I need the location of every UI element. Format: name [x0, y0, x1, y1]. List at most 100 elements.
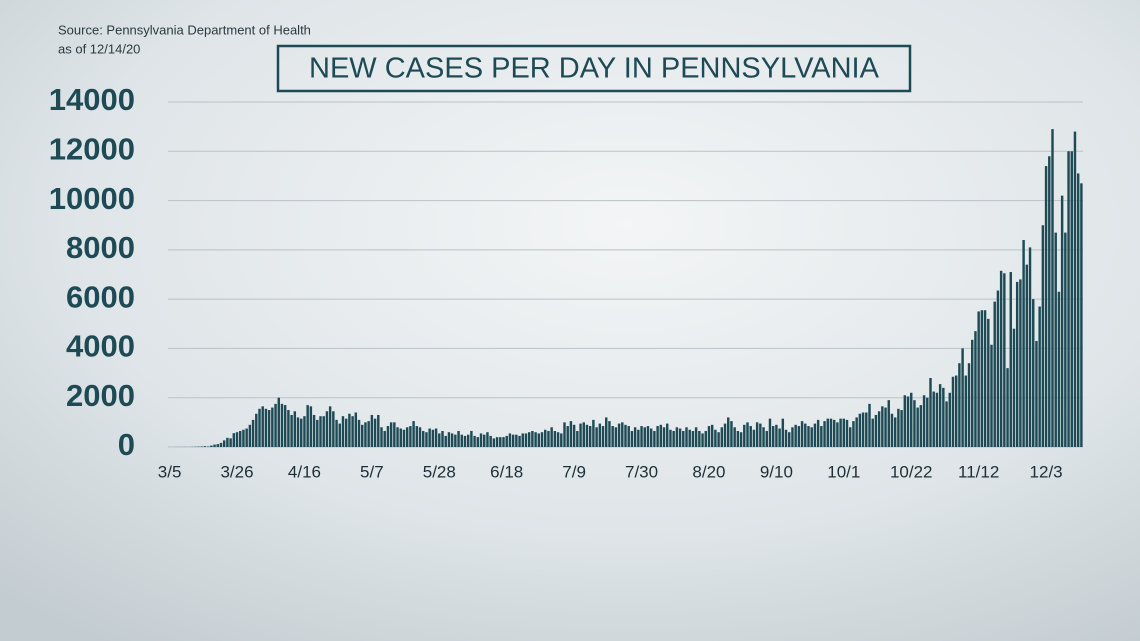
bar: [592, 419, 595, 447]
bar: [377, 414, 380, 447]
bar: [1025, 264, 1029, 447]
bar: [826, 418, 829, 447]
bar: [547, 430, 550, 447]
bar: [293, 411, 297, 447]
bar: [1073, 131, 1077, 448]
bar: [688, 429, 691, 447]
bar: [527, 432, 531, 447]
bar: [736, 430, 740, 447]
bar: [755, 422, 759, 447]
bar: [669, 429, 672, 447]
bar: [865, 412, 868, 447]
bar: [704, 430, 707, 447]
bar: [460, 434, 463, 447]
bar: [476, 437, 480, 447]
bar: [733, 427, 736, 447]
bar: [383, 430, 386, 447]
bar: [611, 426, 614, 447]
bar: [560, 433, 563, 447]
bar: [624, 424, 627, 447]
bar: [720, 427, 724, 447]
bar: [325, 411, 329, 447]
bar: [483, 434, 486, 447]
bar: [916, 407, 919, 447]
bar: [229, 438, 232, 447]
bar: [858, 413, 862, 447]
bar: [303, 416, 306, 447]
bar: [572, 424, 576, 447]
bar: [316, 419, 319, 447]
bar: [987, 318, 990, 447]
bar: [906, 396, 910, 447]
bar: [942, 387, 945, 447]
bar: [813, 423, 817, 447]
bar: [820, 426, 823, 447]
bar: [643, 427, 646, 447]
bar: [1028, 247, 1032, 447]
bar: [993, 301, 996, 447]
bar: [409, 426, 412, 447]
bar: [685, 427, 688, 447]
bar: [319, 416, 322, 447]
bar: [913, 400, 916, 447]
bar: [492, 438, 496, 447]
bar: [524, 433, 528, 447]
bar: [698, 430, 701, 447]
bar: [499, 437, 502, 447]
bar: [216, 444, 219, 447]
bar: [396, 427, 399, 447]
bar: [794, 424, 797, 447]
bar: [348, 413, 351, 447]
bar: [983, 310, 987, 447]
bar: [222, 440, 226, 447]
bar: [1019, 279, 1022, 447]
bar: [954, 375, 958, 447]
bar: [335, 419, 338, 447]
bar: [332, 411, 335, 447]
bar: [553, 430, 557, 447]
bar: [845, 419, 849, 447]
bar: [868, 403, 871, 447]
bar: [274, 403, 277, 447]
bar: [781, 418, 785, 447]
bar: [495, 437, 499, 447]
bar: [582, 422, 585, 447]
bar: [479, 433, 483, 447]
bar: [283, 405, 287, 447]
bar: [312, 414, 316, 447]
bar: [778, 428, 781, 447]
bar: [341, 416, 345, 447]
bar: [836, 422, 839, 447]
bar: [463, 435, 467, 447]
bar: [556, 432, 560, 447]
bar: [749, 426, 752, 447]
bar: [961, 348, 964, 447]
bar: [438, 433, 441, 447]
y-tick-label: 14000: [49, 82, 135, 117]
bar: [508, 433, 512, 447]
bar: [678, 428, 682, 447]
bar: [653, 430, 656, 447]
bar: [219, 442, 223, 447]
bar: [328, 406, 332, 447]
bar: [640, 426, 643, 447]
bar: [608, 421, 611, 447]
y-tick-label: 8000: [66, 230, 135, 265]
bar: [405, 427, 409, 447]
bar: [929, 378, 932, 447]
bar: [563, 422, 566, 447]
bar: [964, 375, 968, 447]
y-tick-label: 6000: [66, 279, 135, 314]
x-tick-label: 5/28: [423, 462, 456, 481]
bar: [226, 437, 229, 447]
bar: [537, 433, 541, 447]
bar: [791, 427, 794, 447]
x-tick-label: 3/26: [220, 462, 253, 481]
bar: [338, 423, 341, 447]
bar: [235, 432, 239, 447]
bar: [621, 422, 624, 447]
bar: [441, 430, 444, 447]
bar: [550, 427, 553, 447]
bar: [1022, 240, 1025, 447]
